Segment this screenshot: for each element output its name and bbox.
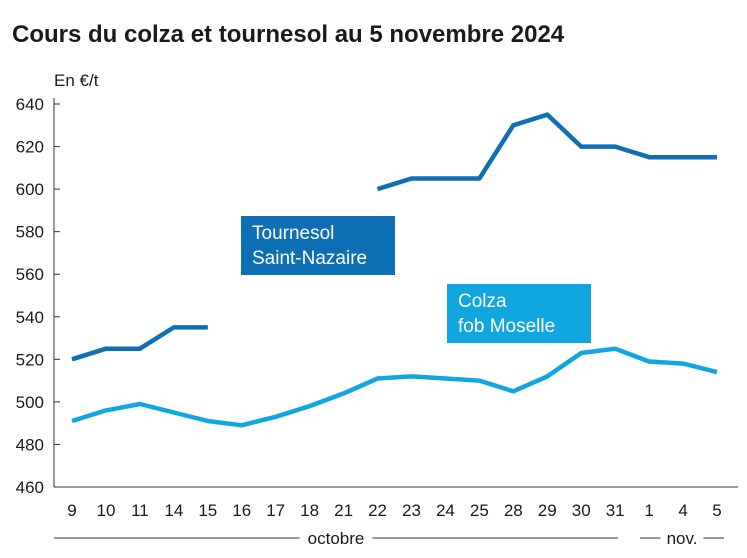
x-tick-label: 18 [300,501,319,520]
x-tick-label: 21 [334,501,353,520]
x-tick-label: 30 [572,501,591,520]
month-axis: octobre nov. [54,529,724,548]
month-label: octobre [308,529,365,548]
series-label-text: fob Moselle [458,316,555,337]
y-tick-label: 560 [16,265,44,284]
x-tick-label: 5 [712,501,721,520]
series-label-tournesol: Tournesol Saint-Nazaire [241,216,395,275]
y-tick-label: 500 [16,393,44,412]
series-line-colza-segment-1 [71,346,718,428]
series-label-box [447,284,591,343]
x-axis: 9 10 11 14 15 16 17 18 21 22 23 24 25 28 29 30 31 1 4 5 [54,486,738,520]
series-label-box [241,216,395,275]
x-tick-label: 31 [606,501,625,520]
x-tick-label: 11 [131,501,149,520]
x-tick-label: 24 [436,501,455,520]
month-group-octobre: octobre [54,529,618,548]
y-tick-label: 540 [16,308,44,327]
series-line-tournesol-segment-1 [71,325,208,362]
y-tick-label: 620 [16,138,44,157]
x-tick-label: 10 [96,501,115,520]
series-label-colza: Colza fob Moselle [447,284,591,343]
month-label: nov. [667,529,698,548]
y-axis: 460 480 500 520 540 560 580 600 620 640 [16,95,60,497]
y-tick-label: 600 [16,180,44,199]
x-tick-label: 28 [504,501,523,520]
chart-title: Cours du colza et tournesol au 5 novembr… [12,21,565,48]
series-label-text: Colza [458,291,507,312]
x-tick-label: 16 [232,501,251,520]
x-tick-label: 14 [164,501,183,520]
y-tick-label: 520 [16,350,44,369]
x-tick-label: 25 [470,501,489,520]
x-tick-label: 9 [67,501,76,520]
series-line-tournesol-segment-2 [376,112,717,192]
x-tick-label: 4 [678,501,687,520]
y-tick-label: 460 [16,478,44,497]
x-tick-label: 15 [198,501,217,520]
x-tick-label: 23 [402,501,421,520]
month-group-nov: nov. [640,529,724,548]
series-lines [71,112,718,428]
x-tick-label: 1 [644,501,653,520]
y-tick-label: 480 [16,435,44,454]
series-label-text: Saint-Nazaire [252,248,367,269]
x-tick-label: 17 [266,501,285,520]
y-tick-label: 580 [16,223,44,242]
y-axis-unit-label: En €/t [54,71,99,90]
series-label-text: Tournesol [252,223,334,244]
x-tick-label: 29 [538,501,557,520]
series-labels: Tournesol Saint-Nazaire Colza fob Moselle [241,216,591,343]
x-tick-label: 22 [368,501,387,520]
y-tick-label: 640 [16,95,44,114]
